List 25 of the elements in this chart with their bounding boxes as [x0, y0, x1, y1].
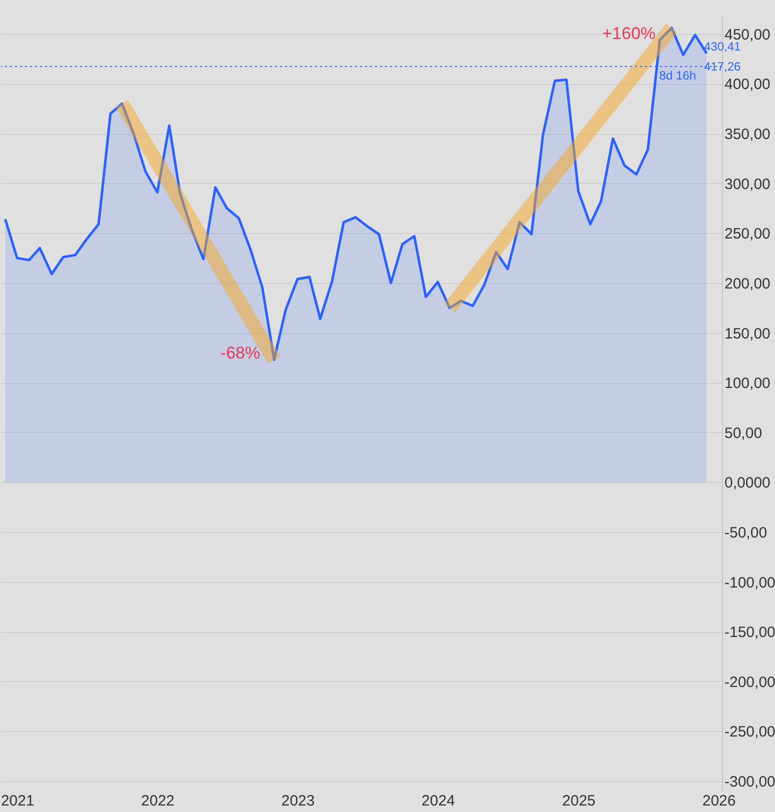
annotation: -68% — [220, 344, 260, 363]
y-tick-label: 200,00 — [724, 275, 770, 292]
y-tick-label: 100,00 — [724, 375, 770, 392]
y-tick-label: 150,00 — [724, 325, 770, 342]
y-tick-label: 50,00 — [724, 424, 762, 442]
y-tick-label: 350,00 — [724, 126, 770, 144]
annotation: +160% — [602, 24, 656, 43]
y-tick-label: -250,00 — [724, 724, 775, 741]
x-tick-label: 2025 — [562, 792, 596, 810]
y-tick-label: -150,00 — [724, 624, 775, 642]
x-tick-label: 2021 — [0, 792, 34, 810]
y-tick-label: 300,00 — [724, 176, 770, 193]
annotation: 8d 16h — [659, 68, 696, 83]
y-tick-label: -200,00 — [724, 674, 775, 691]
y-tick-label: 400,00 — [724, 76, 770, 94]
x-tick-label: 2026 — [702, 792, 736, 810]
y-tick-label: -50,00 — [724, 524, 768, 542]
x-tick-label: 2022 — [141, 792, 175, 810]
y-tick-label: -300,00 — [724, 774, 775, 791]
y-tick-label: 250,00 — [724, 226, 770, 243]
x-tick-label: 2023 — [281, 792, 315, 810]
y-tick-label: -100,00 — [724, 574, 775, 592]
x-tick-label: 2024 — [422, 792, 455, 810]
y-tick-label: 0,0000 — [724, 474, 770, 492]
ref-line-label: 417,26 — [704, 60, 742, 74]
